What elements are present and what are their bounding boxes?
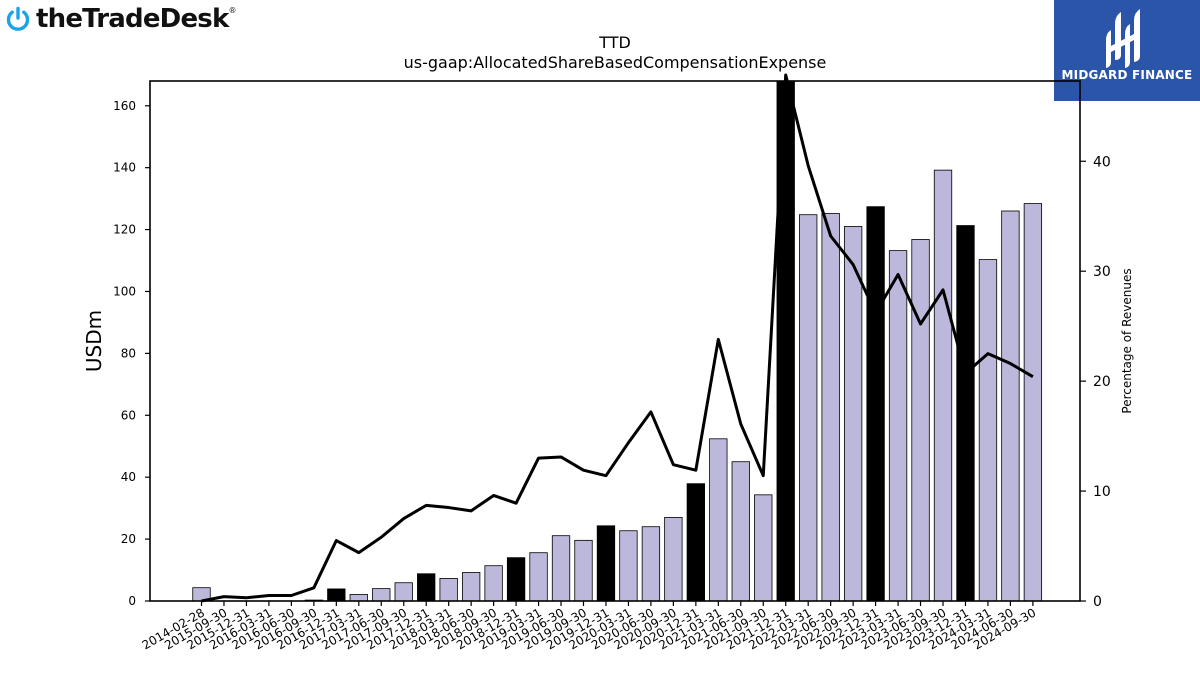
bar-2017-06-30 <box>372 588 391 602</box>
y-axis-label: USDm <box>82 310 106 372</box>
bar-2021-03-31 <box>709 438 728 602</box>
midgard-logo-icon <box>1106 9 1140 68</box>
bar-2022-09-30 <box>843 226 863 602</box>
bar-2018-09-30 <box>484 565 503 602</box>
y2-tick-label: 30 <box>1093 264 1111 280</box>
bar-2023-03-31 <box>888 250 908 602</box>
bar-2023-12-31 <box>956 225 975 602</box>
bar-2018-03-31 <box>439 578 458 602</box>
bar-2024-09-30 <box>1023 203 1043 602</box>
y-tick-label: 60 <box>121 408 136 422</box>
bar-2019-09-30 <box>574 539 593 602</box>
registered-mark: ® <box>228 6 237 15</box>
bar-2024-06-30 <box>1001 210 1020 602</box>
chart-title: TTD <box>598 33 631 52</box>
y-tick-label: 80 <box>121 346 136 360</box>
bar-2020-09-30 <box>664 517 683 602</box>
y-tick-label: 140 <box>113 161 136 175</box>
y-tick-label: 20 <box>121 532 136 546</box>
chart-subtitle: us-gaap:AllocatedShareBasedCompensationE… <box>404 53 827 72</box>
y-tick-label: 0 <box>128 594 136 608</box>
plot-frame <box>149 80 1081 602</box>
y2-tick-label: 20 <box>1093 374 1111 390</box>
logo-text: theTradeDesk <box>36 4 229 34</box>
percentage-line <box>201 73 1034 603</box>
bar-2021-06-30 <box>731 461 750 602</box>
bar-2017-03-31 <box>349 594 368 602</box>
bar-2019-03-31 <box>529 552 548 602</box>
y2-tick-label: 0 <box>1093 594 1102 610</box>
y-tick-label: 160 <box>113 99 136 113</box>
y-tick-label: 40 <box>121 470 136 484</box>
bar-2022-12-31 <box>866 206 885 602</box>
y2-tick-label: 10 <box>1093 484 1111 500</box>
bar-2020-03-31 <box>619 530 638 602</box>
y-tick-label: 100 <box>113 284 136 298</box>
bar-2018-06-30 <box>461 572 481 602</box>
y-tick-label: 120 <box>113 223 136 237</box>
bar-2019-06-30 <box>551 535 571 602</box>
bar-2024-03-31 <box>978 259 998 602</box>
bar-2021-09-30 <box>754 494 773 602</box>
power-icon <box>6 6 30 31</box>
midgard-finance-badge: MIDGARD FINANCE <box>1054 0 1200 101</box>
bar-2022-03-31 <box>799 214 818 602</box>
tradedesk-logo: theTradeDesk ® <box>4 2 236 36</box>
bar-2017-09-30 <box>394 582 413 602</box>
bar-2016-12-31 <box>327 588 346 602</box>
bar-2019-12-31 <box>596 525 616 602</box>
bar-2017-12-31 <box>417 573 436 602</box>
y2-axis-label: Percentage of Revenues <box>1120 268 1134 413</box>
badge-text: MIDGARD FINANCE <box>1061 68 1193 82</box>
bar-2023-09-30 <box>933 169 953 602</box>
bar-2022-06-30 <box>821 213 840 602</box>
bar-2020-06-30 <box>641 526 661 602</box>
bar-2018-12-31 <box>506 557 526 602</box>
bar-2020-12-31 <box>686 483 705 602</box>
y2-tick-label: 40 <box>1093 154 1111 170</box>
bar-2023-06-30 <box>911 239 930 602</box>
